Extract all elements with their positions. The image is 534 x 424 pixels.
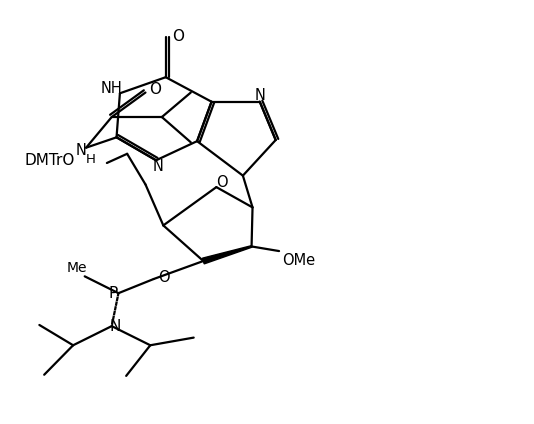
Text: O: O	[158, 270, 169, 285]
Text: N: N	[109, 318, 120, 334]
Text: P: P	[109, 286, 118, 301]
Text: N: N	[254, 88, 265, 103]
Text: DMTrO: DMTrO	[25, 153, 75, 168]
Text: N: N	[153, 159, 163, 174]
Text: N: N	[76, 143, 87, 158]
Text: NH: NH	[101, 81, 123, 96]
Polygon shape	[202, 245, 252, 264]
Text: O: O	[216, 175, 228, 190]
Text: O: O	[171, 29, 184, 44]
Text: O: O	[150, 82, 161, 97]
Text: H: H	[86, 153, 96, 166]
Text: Me: Me	[67, 261, 87, 275]
Text: OMe: OMe	[282, 254, 315, 268]
